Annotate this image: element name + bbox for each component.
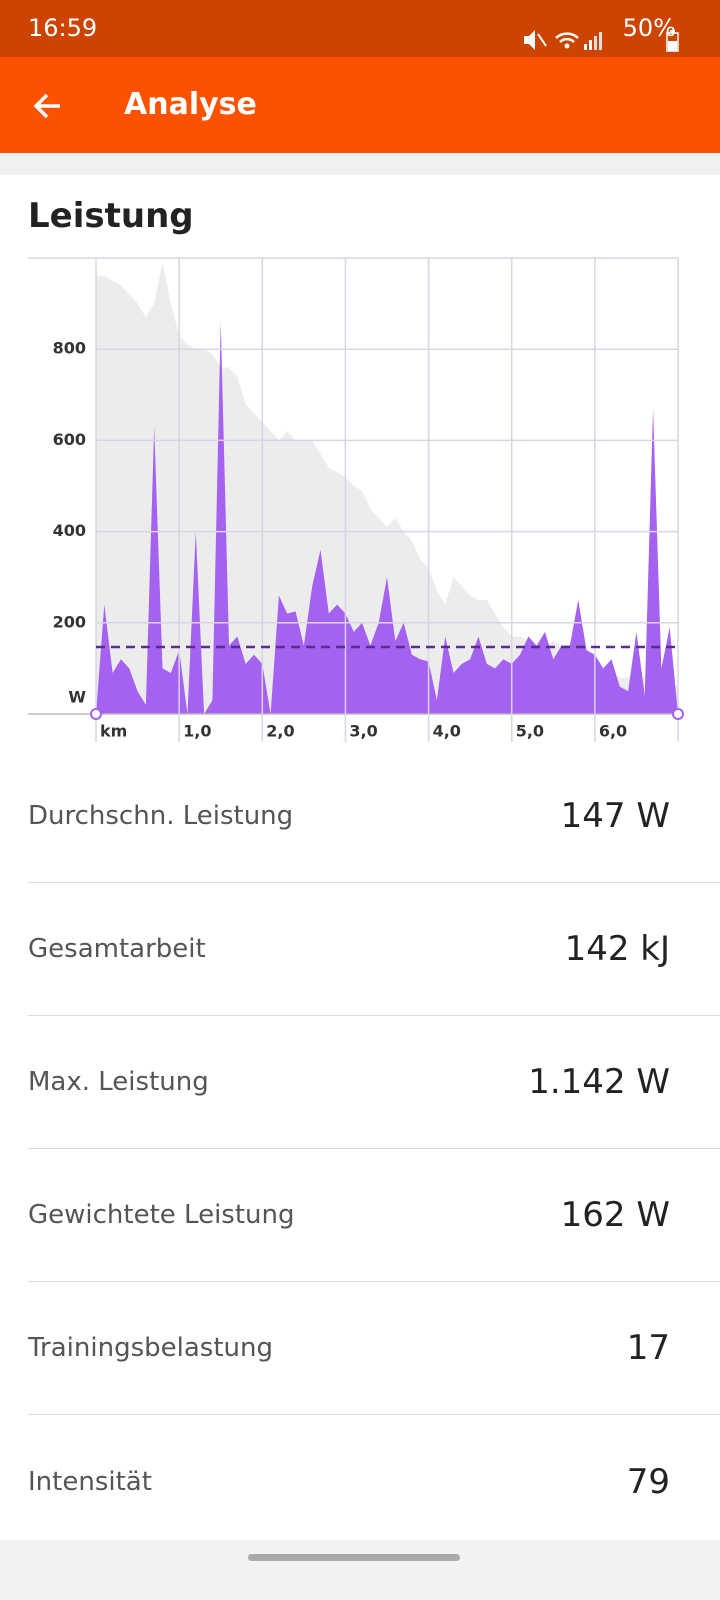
- area: [96, 321, 678, 714]
- status-icons: [524, 30, 602, 50]
- status-bar: 16:59 50%: [0, 0, 720, 57]
- stat-label: Durchschn. Leistung: [28, 801, 294, 831]
- stat-row: Intensität 79: [28, 1415, 720, 1548]
- stat-row: Max. Leistung 1.142 W: [28, 1016, 720, 1149]
- stat-label: Gewichtete Leistung: [28, 1200, 295, 1230]
- x-tick-label: 3,0: [349, 722, 377, 741]
- x-tick-label: 5,0: [516, 722, 544, 741]
- stat-value: 1.142 W: [528, 1062, 670, 1102]
- stat-label: Gesamtarbeit: [28, 934, 206, 964]
- stat-row: Gewichtete Leistung 162 W: [28, 1149, 720, 1282]
- x-tick-label: km: [100, 722, 127, 741]
- app-title: Analyse: [124, 87, 257, 122]
- stat-row: Durchschn. Leistung 147 W: [28, 750, 720, 883]
- range-handle: [672, 708, 684, 720]
- y-tick-label: 400: [53, 521, 86, 540]
- stat-row: Trainingsbelastung 17: [28, 1282, 720, 1415]
- x-tick-label: 4,0: [433, 722, 461, 741]
- battery-icon: [666, 30, 679, 52]
- x-tick-label: 2,0: [266, 722, 294, 741]
- stat-value: 162 W: [560, 1195, 670, 1235]
- area: [96, 262, 678, 714]
- range-handle: [90, 708, 102, 720]
- stat-label: Max. Leistung: [28, 1067, 209, 1097]
- stat-label: Intensität: [28, 1466, 152, 1497]
- stat-value: 147 W: [560, 796, 670, 836]
- stat-value: 79: [626, 1461, 670, 1502]
- stat-label: Trainingsbelastung: [28, 1333, 273, 1363]
- y-tick-label: 600: [53, 430, 86, 449]
- clock: 16:59: [28, 14, 98, 42]
- y-tick-label: W: [68, 688, 86, 707]
- stat-row: Gesamtarbeit 142 kJ: [28, 883, 720, 1016]
- back-button[interactable]: [32, 91, 64, 121]
- power-chart: W 200 400 600 800 km 1,0 2,0 3,0 4,0 5,0 6,0: [28, 257, 684, 742]
- x-tick-label: 6,0: [599, 722, 627, 741]
- nav-bar: [0, 1540, 720, 1600]
- divider-strip: [0, 153, 720, 175]
- stat-value: 142 kJ: [564, 929, 670, 969]
- section-title: Leistung: [28, 196, 194, 236]
- stat-value: 17: [626, 1328, 670, 1368]
- home-pill[interactable]: [248, 1554, 460, 1561]
- y-tick-label: 200: [53, 612, 86, 631]
- x-tick-label: 1,0: [183, 722, 211, 741]
- app-bar: Analyse: [0, 57, 720, 153]
- y-tick-label: 800: [53, 339, 86, 358]
